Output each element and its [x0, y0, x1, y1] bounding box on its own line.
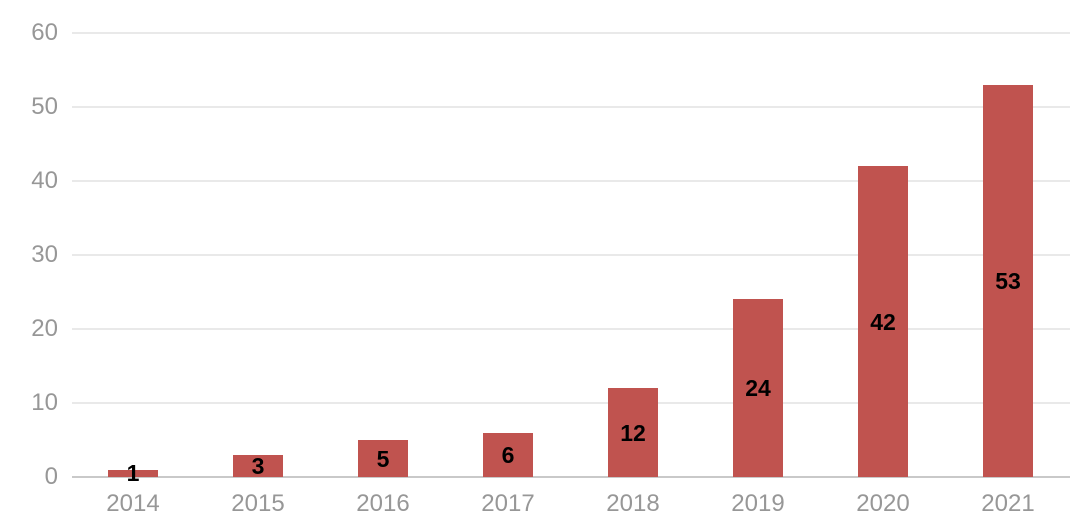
- bar-value-label: 6: [501, 441, 515, 468]
- x-tick-label: 2014: [106, 490, 160, 517]
- bar-2019: [733, 299, 783, 477]
- bar-2021: [983, 84, 1033, 477]
- y-tick-label: 60: [31, 19, 58, 46]
- bar-value-label: 1: [126, 460, 140, 487]
- bar-value-label: 42: [870, 308, 896, 335]
- y-tick-label: 30: [31, 241, 58, 268]
- y-tick-label: 10: [31, 389, 58, 416]
- y-tick-label: 20: [31, 315, 58, 342]
- bar-value-label: 5: [376, 445, 390, 472]
- gridline-y10: [72, 402, 1070, 404]
- x-tick-label: 2021: [981, 490, 1035, 517]
- bar-value-label: 24: [745, 375, 771, 402]
- bar-value-label: 53: [995, 267, 1021, 294]
- y-tick-label: 40: [31, 167, 58, 194]
- x-tick-label: 2015: [231, 490, 285, 517]
- bar-2014: [108, 469, 158, 477]
- y-tick-label: 0: [44, 463, 58, 490]
- bar-2015: [233, 454, 283, 477]
- gridline-y20: [72, 328, 1070, 330]
- gridline-y40: [72, 180, 1070, 182]
- gridline-y30: [72, 254, 1070, 256]
- bar-2018: [608, 388, 658, 477]
- x-tick-label: 2017: [481, 490, 535, 517]
- x-tick-label: 2018: [606, 490, 660, 517]
- gridline-y50: [72, 106, 1070, 108]
- x-tick-label: 2020: [856, 490, 910, 517]
- bar-value-label: 12: [620, 419, 646, 446]
- gridline-y60: [72, 32, 1070, 34]
- bar-2016: [358, 440, 408, 477]
- bar-2020: [858, 166, 908, 477]
- x-tick-label: 2016: [356, 490, 410, 517]
- x-axis-baseline: [72, 476, 1070, 478]
- bar-value-label: 3: [251, 452, 265, 479]
- y-tick-label: 50: [31, 93, 58, 120]
- bar-2017: [483, 432, 533, 477]
- x-tick-label: 2019: [731, 490, 785, 517]
